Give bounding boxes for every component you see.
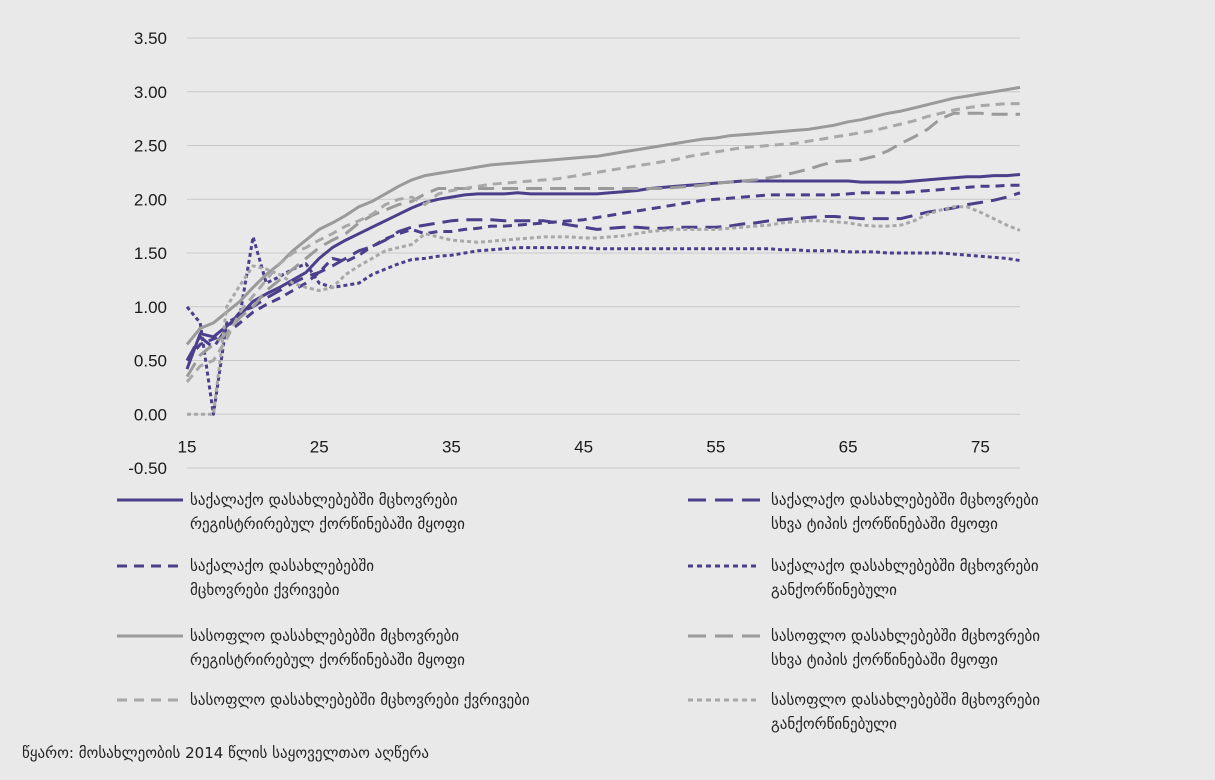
legend-swatch [117,698,183,702]
y-tick-label: 0.00 [134,405,167,424]
y-tick-label: 3.00 [134,83,167,102]
legend-swatch [117,564,183,568]
legend-label: სასოფლო დასახლებებში მცხოვრები სხვა ტიპი… [771,627,1040,669]
x-tick-label: 45 [574,437,593,456]
legend-swatch [688,634,760,638]
series-line-5 [185,85,1021,346]
legend-label: სასოფლო დასახლებებში მცხოვრები რეგისტრირ… [190,627,465,669]
legend-label: საქალაქო დასახლებებში მცხოვრები განქორწი… [771,557,1039,599]
legend-item: საქალაქო დასახლებებში მცხოვრები სხვა ტიპ… [686,488,1039,536]
series-line-6 [185,111,1020,378]
series-line-4 [185,235,1021,416]
legend-item: საქალაქო დასახლებებში მცხოვრები განქორწი… [686,554,1039,602]
legend-label: სასოფლო დასახლებებში მცხოვრები ქვრივები [190,691,530,709]
y-tick-label: 2.00 [134,190,167,209]
legend-label: სასოფლო დასახლებებში მცხოვრები განქორწინ… [771,691,1040,733]
y-tick-label: 0.50 [134,352,167,371]
legend-swatch [688,564,760,568]
legend-item: საქალაქო დასახლებებში მცხოვრები რეგისტრი… [115,488,465,536]
legend-item: სასოფლო დასახლებებში მცხოვრები ქვრივები [115,688,530,712]
series-line-3 [185,183,1020,362]
x-tick-label: 25 [310,437,329,456]
y-tick-label: 2.50 [134,137,167,156]
y-tick-label: 1.00 [134,298,167,317]
legend-item: სასოფლო დასახლებებში მცხოვრები სხვა ტიპი… [686,624,1040,672]
series-line-1 [185,173,1021,370]
x-axis-ticks: 15 25 35 45 55 65 75 [178,437,990,456]
series-lines [185,85,1021,416]
x-tick-label: 75 [971,437,990,456]
y-tick-label: -0.50 [128,459,167,478]
legend-item: სასოფლო დასახლებებში მცხოვრები რეგისტრირ… [115,624,465,672]
source-note: წყარო: მოსახლეობის 2014 წლის საყოველთაო … [22,744,429,762]
legend-swatch [117,634,183,638]
legend-item: საქალაქო დასახლებებში მცხოვრები ქვრივები [115,554,374,602]
x-tick-label: 35 [442,437,461,456]
y-axis-ticks: 3.50 3.00 2.50 2.00 1.50 1.00 0.50 0.00 -0.50 [128,29,167,478]
x-tick-label: 55 [706,437,725,456]
legend-swatch [688,498,760,502]
series-line-7 [185,102,1020,383]
legend-swatch [117,498,183,502]
y-tick-label: 3.50 [134,29,167,48]
series-line-2 [185,191,1021,362]
y-tick-label: 1.50 [134,244,167,263]
line-chart: 3.50 3.00 2.50 2.00 1.50 1.00 0.50 0.00 -0.50 15… [128,29,1021,478]
series-line-8 [187,205,1021,416]
legend-label: საქალაქო დასახლებებში მცხოვრები რეგისტრი… [190,491,465,533]
legend-swatch [688,698,760,702]
legend-item: სასოფლო დასახლებებში მცხოვრები განქორწინ… [686,688,1040,736]
legend-label: საქალაქო დასახლებებში მცხოვრები ქვრივები [190,557,375,599]
legend-label: საქალაქო დასახლებებში მცხოვრები სხვა ტიპ… [771,491,1039,533]
x-tick-label: 15 [178,437,197,456]
x-tick-label: 65 [839,437,858,456]
